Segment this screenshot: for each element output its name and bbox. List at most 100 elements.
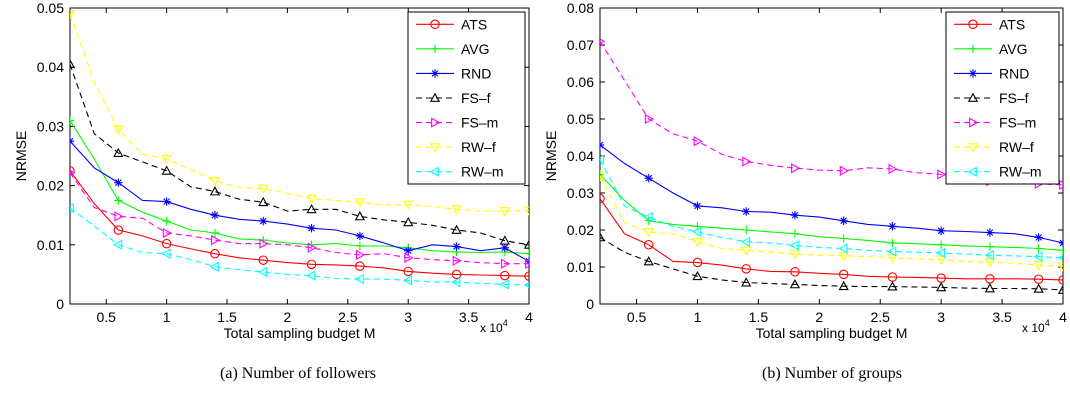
marker-triangle-right — [1059, 179, 1063, 190]
marker-triangle-up — [161, 165, 172, 175]
legend-label: AVG — [461, 41, 490, 57]
marker-triangle-left — [70, 202, 74, 214]
marker-triangle-left — [600, 154, 604, 165]
legend-label: RW–f — [461, 139, 496, 155]
marker-circle — [161, 238, 172, 249]
marker-triangle-left — [887, 246, 897, 257]
x-axis-multiplier-exponent: 4 — [503, 318, 508, 328]
marker-circle — [1058, 275, 1063, 285]
marker-triangle-left — [499, 279, 509, 290]
marker-star — [259, 216, 268, 226]
x-tick-label: 1 — [163, 309, 171, 325]
marker-star — [985, 228, 995, 237]
marker-triangle-up — [984, 283, 996, 293]
marker-triangle-down — [429, 143, 441, 153]
marker-plus — [888, 238, 897, 248]
marker-circle — [306, 259, 317, 270]
marker-triangle-left — [984, 250, 994, 261]
marker-triangle-right — [969, 117, 979, 128]
marker-triangle-down — [523, 206, 529, 216]
marker-triangle-up — [258, 196, 269, 207]
marker-triangle-right — [644, 113, 655, 125]
legend: ATS AVG RND FS–f FS–m RW–f RW–m — [407, 11, 526, 185]
marker-triangle-down — [354, 198, 366, 208]
marker-plus — [742, 225, 751, 235]
marker-triangle-up — [789, 279, 801, 289]
marker-triangle-right — [114, 211, 124, 222]
marker-triangle-down — [1057, 262, 1063, 272]
marker-triangle-down — [741, 246, 752, 256]
y-tick-label: 0.04 — [37, 59, 64, 75]
marker-triangle-left — [306, 270, 316, 281]
y-tick-label: 0.01 — [567, 259, 594, 275]
marker-triangle-up — [838, 280, 849, 291]
figure-caption: (b) Number of groups — [762, 365, 902, 382]
marker-triangle-left — [967, 166, 977, 177]
marker-plus — [1034, 244, 1043, 253]
marker-plus — [790, 229, 800, 238]
marker-triangle-up — [70, 58, 76, 69]
marker-triangle-right — [600, 38, 606, 45]
x-tick-label: 2 — [815, 309, 823, 325]
y-tick-label: 0.08 — [567, 0, 594, 16]
legend-label: FS–f — [461, 90, 491, 106]
marker-triangle-down — [451, 205, 462, 215]
marker-plus — [114, 196, 123, 205]
marker-triangle-down — [306, 194, 317, 204]
marker-star — [644, 174, 653, 183]
marker-triangle-up — [1033, 283, 1044, 293]
marker-triangle-right — [839, 165, 850, 176]
x-tick-label: 3 — [404, 309, 412, 325]
marker-star — [307, 224, 316, 233]
marker-triangle-down — [113, 125, 124, 135]
series-line-FS–m — [600, 41, 1063, 186]
marker-star — [355, 231, 365, 241]
legend-label: RW–f — [999, 139, 1034, 155]
x-tick-label: 0.5 — [97, 309, 117, 325]
x-tick-label: 4 — [1059, 309, 1067, 325]
y-tick-label: 0.06 — [567, 74, 594, 90]
marker-triangle-right — [791, 163, 801, 174]
marker-triangle-up — [600, 232, 606, 242]
marker-circle — [403, 266, 413, 277]
marker-triangle-left — [935, 247, 946, 259]
marker-star — [452, 242, 461, 251]
marker-star — [936, 226, 946, 235]
marker-star — [162, 197, 171, 206]
legend-label: RW–m — [461, 164, 504, 180]
marker-plus — [839, 234, 848, 243]
marker-circle — [451, 269, 462, 280]
y-tick-label: 0.04 — [567, 148, 594, 164]
marker-triangle-up — [429, 92, 441, 102]
marker-star — [500, 243, 510, 252]
marker-circle — [643, 240, 654, 250]
chart-followers: 0.5 1 1.5 2 2.5 3 3.5 4 0 0.01 0.02 0.03 0.04 0.05 Tot… — [13, 0, 533, 382]
marker-star — [968, 69, 978, 78]
marker-star — [839, 216, 848, 225]
marker-plus — [70, 116, 75, 125]
marker-triangle-down — [209, 176, 221, 187]
marker-triangle-up — [741, 277, 752, 287]
marker-circle — [1033, 274, 1044, 284]
marker-triangle-right — [259, 238, 269, 249]
legend-label: ATS — [461, 16, 487, 32]
marker-triangle-up — [1057, 284, 1063, 294]
marker-triangle-up — [523, 239, 529, 249]
legend-label: RW–m — [999, 164, 1042, 180]
marker-triangle-right — [452, 255, 462, 266]
marker-circle — [524, 271, 529, 281]
x-tick-label: 0.5 — [627, 309, 647, 325]
marker-triangle-right — [431, 117, 441, 128]
marker-triangle-left — [402, 275, 413, 286]
marker-circle — [790, 267, 800, 277]
marker-triangle-left — [354, 274, 364, 285]
marker-triangle-right — [211, 234, 221, 246]
marker-star — [790, 211, 800, 220]
y-axis-label: NRMSE — [543, 131, 559, 182]
marker-triangle-left — [740, 236, 751, 247]
marker-triangle-down — [600, 172, 606, 182]
marker-triangle-right — [693, 136, 703, 147]
series-line-FS–m — [70, 172, 529, 265]
marker-star — [888, 222, 897, 231]
marker-star — [210, 211, 220, 220]
